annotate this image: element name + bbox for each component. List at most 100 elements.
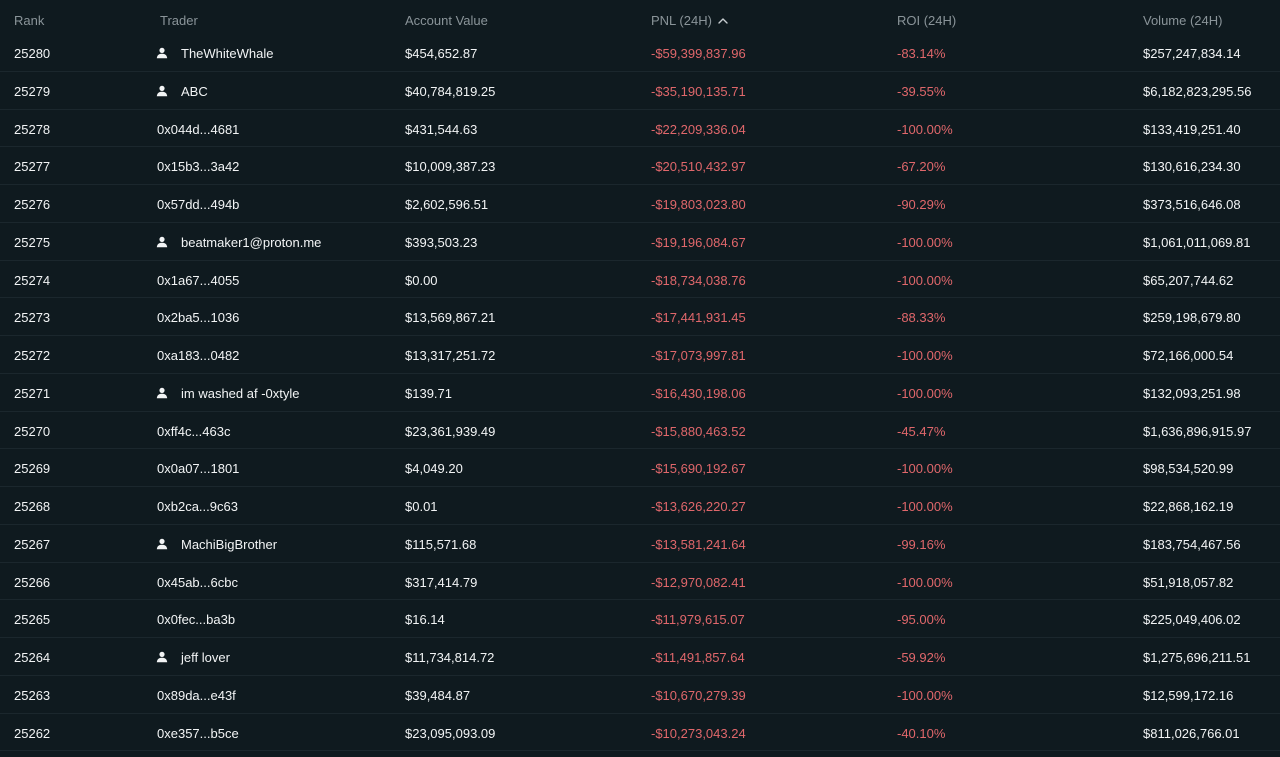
- trader-cell[interactable]: 0x89da...e43f: [157, 688, 236, 703]
- account-value-cell: $23,361,939.49: [405, 423, 496, 439]
- header-account-value[interactable]: Account Value: [405, 13, 488, 28]
- table-row[interactable]: 25270 0xff4c...463c $23,361,939.49 -$15,880…: [0, 412, 1280, 450]
- account-value-cell: $16.14: [405, 612, 445, 628]
- trader-cell[interactable]: jeff lover: [156, 650, 230, 665]
- table-row[interactable]: 25280 TheWhiteWhale $454,652.87 -$59,399,83…: [0, 34, 1280, 72]
- table-row[interactable]: 25263 0x89da...e43f $39,484.87 -$10,670,279…: [0, 676, 1280, 714]
- table-row[interactable]: 25269 0x0a07...1801 $4,049.20 -$15,690,192.…: [0, 449, 1280, 487]
- rank-cell: 25275: [14, 234, 51, 250]
- roi-cell: -100.00%: [897, 499, 953, 514]
- pnl-cell: -$12,970,082.41: [651, 574, 746, 590]
- table-row[interactable]: 25279 ABC $40,784,819.25 -$35,190,135.71 -39…: [0, 72, 1280, 110]
- table-row[interactable]: 25267 MachiBigBrother $115,571.68 -$13,581,…: [0, 525, 1280, 563]
- volume-cell: $6,182,823,295.56: [1143, 83, 1252, 99]
- rank-cell: 25266: [14, 574, 51, 590]
- rank-cell: 25277: [14, 159, 51, 175]
- volume-cell: $257,247,834.14: [1143, 46, 1241, 61]
- trader-cell[interactable]: 0x1a67...4055: [157, 273, 239, 288]
- volume-cell: $1,636,896,915.97: [1143, 423, 1252, 439]
- account-value-cell: $115,571.68: [405, 536, 477, 552]
- rank-cell: 25271: [14, 385, 51, 401]
- trader-cell[interactable]: im washed af -0xtyle: [156, 386, 300, 401]
- user-icon: [156, 236, 168, 248]
- volume-cell: $130,616,234.30: [1143, 159, 1241, 175]
- trader-cell[interactable]: 0x57dd...494b: [157, 197, 239, 212]
- rank-cell: 25279: [14, 83, 51, 99]
- table-row[interactable]: 25271 im washed af -0xtyle $139.71 -$16,430…: [0, 374, 1280, 412]
- volume-cell: $1,061,011,069.81: [1143, 234, 1251, 250]
- trader-cell[interactable]: 0x0a07...1801: [157, 461, 239, 476]
- table-row[interactable]: 25273 0x2ba5...1036 $13,569,867.21 -$17,441…: [0, 298, 1280, 336]
- table-row[interactable]: 25268 0xb2ca...9c63 $0.01 -$13,626,220.27 -1…: [0, 487, 1280, 525]
- table-row[interactable]: 25277 0x15b3...3a42 $10,009,387.23 -$20,510…: [0, 147, 1280, 185]
- header-roi[interactable]: ROI (24H): [897, 13, 957, 28]
- trader-cell[interactable]: 0xe357...b5ce: [157, 726, 239, 741]
- table-body: 25280 TheWhiteWhale $454,652.87 -$59,399,83…: [0, 34, 1280, 752]
- pnl-cell: -$16,430,198.06: [651, 385, 746, 401]
- table-row[interactable]: 25266 0x45ab...6cbc $317,414.79 -$12,970,08…: [0, 563, 1280, 601]
- roi-cell: -67.20%: [897, 159, 946, 175]
- trader-cell[interactable]: 0xb2ca...9c63: [157, 499, 238, 514]
- table-row[interactable]: 25278 0x044d...4681 $431,544.63 -$22,209,33…: [0, 110, 1280, 148]
- trader-name: 0x89da...e43f: [157, 687, 236, 703]
- header-volume[interactable]: Volume (24H): [1143, 13, 1223, 28]
- table-row[interactable]: 25275 beatmaker1@proton.me $393,503.23 -$19…: [0, 223, 1280, 261]
- table-row[interactable]: 25265 0x0fec...ba3b $16.14 -$11,979,615.07 -…: [0, 600, 1280, 638]
- trader-cell[interactable]: beatmaker1@proton.me: [156, 234, 322, 250]
- account-value-cell: $431,544.63: [405, 121, 478, 137]
- account-value-cell: $13,317,251.72: [405, 348, 496, 363]
- volume-cell: $98,534,520.99: [1143, 461, 1234, 477]
- trader-name: jeff lover: [181, 650, 230, 665]
- volume-cell: $1,275,696,211.51: [1143, 650, 1251, 665]
- header-pnl[interactable]: PNL (24H): [651, 13, 728, 29]
- pnl-cell: -$13,581,241.64: [651, 536, 746, 552]
- pnl-cell: -$17,073,997.81: [651, 348, 746, 363]
- trader-cell[interactable]: TheWhiteWhale: [156, 46, 273, 61]
- pnl-cell: -$19,196,084.67: [651, 234, 746, 250]
- pnl-cell: -$10,273,043.24: [651, 725, 746, 741]
- user-icon: [156, 387, 168, 399]
- pnl-cell: -$15,880,463.52: [651, 423, 746, 439]
- pnl-cell: -$22,209,336.04: [651, 121, 746, 137]
- header-rank[interactable]: Rank: [14, 13, 45, 28]
- pnl-cell: -$17,441,931.45: [651, 310, 746, 326]
- trader-cell[interactable]: MachiBigBrother: [156, 537, 277, 552]
- account-value-cell: $2,602,596.51: [405, 197, 489, 212]
- volume-cell: $132,093,251.98: [1143, 385, 1241, 401]
- volume-cell: $811,026,766.01: [1143, 725, 1240, 741]
- table-row[interactable]: 25272 0xa183...0482 $13,317,251.72 -$17,073…: [0, 336, 1280, 374]
- trader-name: 0x0fec...ba3b: [157, 612, 236, 628]
- account-value-cell: $4,049.20: [405, 461, 463, 477]
- account-value-cell: $454,652.87: [405, 46, 478, 61]
- trader-cell[interactable]: 0xa183...0482: [157, 348, 239, 363]
- volume-cell: $259,198,679.80: [1143, 310, 1241, 326]
- trader-cell[interactable]: 0x2ba5...1036: [157, 310, 239, 325]
- volume-cell: $51,918,057.82: [1143, 574, 1234, 590]
- pnl-cell: -$18,734,038.76: [651, 272, 746, 288]
- user-icon: [156, 651, 168, 663]
- rank-cell: 25280: [14, 46, 51, 61]
- trader-cell[interactable]: 0x45ab...6cbc: [157, 575, 238, 590]
- pnl-cell: -$59,399,837.96: [651, 46, 746, 61]
- trader-cell[interactable]: 0x044d...4681: [157, 122, 239, 137]
- trader-name: 0x2ba5...1036: [157, 310, 240, 326]
- pnl-cell: -$20,510,432.97: [651, 159, 746, 175]
- rank-cell: 25264: [14, 650, 51, 665]
- rank-cell: 25263: [14, 687, 51, 703]
- table-row[interactable]: 25264 jeff lover $11,734,814.72 -$11,491,85…: [0, 638, 1280, 676]
- trader-cell[interactable]: ABC: [156, 84, 208, 99]
- roi-cell: -99.16%: [897, 536, 946, 552]
- table-row[interactable]: 25274 0x1a67...4055 $0.00 -$18,734,038.76 -1…: [0, 261, 1280, 299]
- volume-cell: $133,419,251.40: [1143, 121, 1241, 137]
- table-row[interactable]: 25262 0xe357...b5ce $23,095,093.09 -$10,273…: [0, 714, 1280, 752]
- rank-cell: 25274: [14, 272, 51, 288]
- roi-cell: -100.00%: [897, 461, 953, 477]
- table-row[interactable]: 25276 0x57dd...494b $2,602,596.51 -$19,803,…: [0, 185, 1280, 223]
- trader-name: beatmaker1@proton.me: [181, 234, 322, 250]
- trader-cell[interactable]: 0x0fec...ba3b: [157, 612, 235, 627]
- roi-cell: -100.00%: [897, 234, 953, 250]
- trader-cell[interactable]: 0x15b3...3a42: [157, 159, 239, 174]
- trader-cell[interactable]: 0xff4c...463c: [157, 424, 230, 439]
- header-trader[interactable]: Trader: [160, 13, 198, 28]
